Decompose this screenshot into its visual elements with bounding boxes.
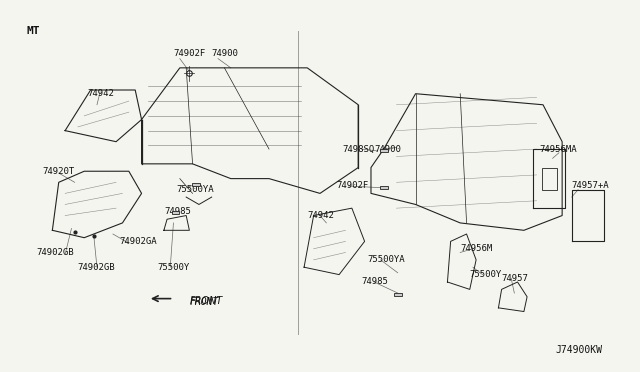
Text: 74957+A: 74957+A — [572, 182, 609, 190]
Text: 74902F: 74902F — [336, 182, 368, 190]
Text: J74900KW: J74900KW — [556, 345, 603, 355]
Text: 7498SQ: 7498SQ — [342, 145, 374, 154]
Text: 74900: 74900 — [374, 145, 401, 154]
Text: 75500YA: 75500YA — [368, 255, 405, 264]
Text: 74900: 74900 — [212, 49, 239, 58]
Text: 74902GA: 74902GA — [119, 237, 157, 246]
Text: 75500Y: 75500Y — [157, 263, 189, 272]
Text: 74902GB: 74902GB — [78, 263, 115, 272]
Text: 75500YA: 75500YA — [177, 185, 214, 194]
Text: 75500Y: 75500Y — [470, 270, 502, 279]
Text: 74956MA: 74956MA — [540, 145, 577, 154]
Text: 74957: 74957 — [502, 274, 529, 283]
Bar — [192, 183, 200, 186]
Text: 74902F: 74902F — [173, 49, 205, 58]
Text: 74956M: 74956M — [460, 244, 492, 253]
Text: MT: MT — [27, 26, 40, 36]
Text: 74920T: 74920T — [43, 167, 75, 176]
Bar — [541, 167, 557, 190]
Text: FRONT: FRONT — [189, 297, 219, 307]
Bar — [394, 293, 401, 296]
Text: 74942: 74942 — [307, 211, 334, 220]
Bar — [380, 149, 388, 153]
Text: 74985: 74985 — [362, 278, 388, 286]
Text: FRONT: FRONT — [190, 296, 223, 306]
Text: 74902GB: 74902GB — [36, 248, 74, 257]
Bar — [380, 186, 388, 189]
Bar — [172, 211, 179, 214]
Text: 74985: 74985 — [164, 207, 191, 217]
Text: 74942: 74942 — [88, 89, 115, 98]
